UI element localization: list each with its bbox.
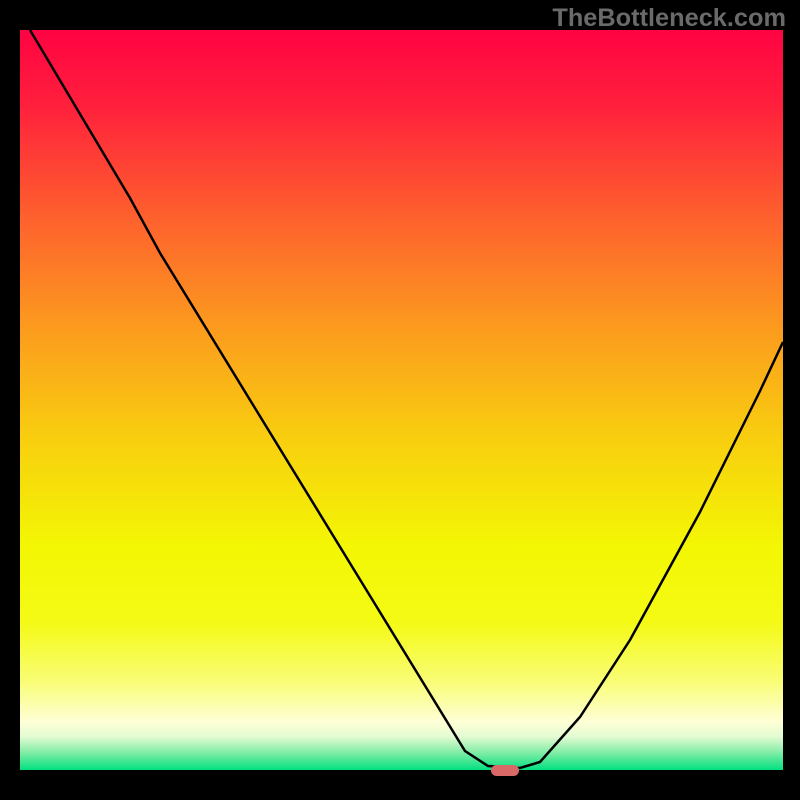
minimum-marker xyxy=(491,765,519,776)
bottleneck-chart: TheBottleneck.com xyxy=(0,0,800,800)
watermark-text: TheBottleneck.com xyxy=(552,4,786,33)
plot-area xyxy=(20,30,783,770)
gradient-background xyxy=(20,30,783,770)
curve-layer xyxy=(20,30,783,770)
